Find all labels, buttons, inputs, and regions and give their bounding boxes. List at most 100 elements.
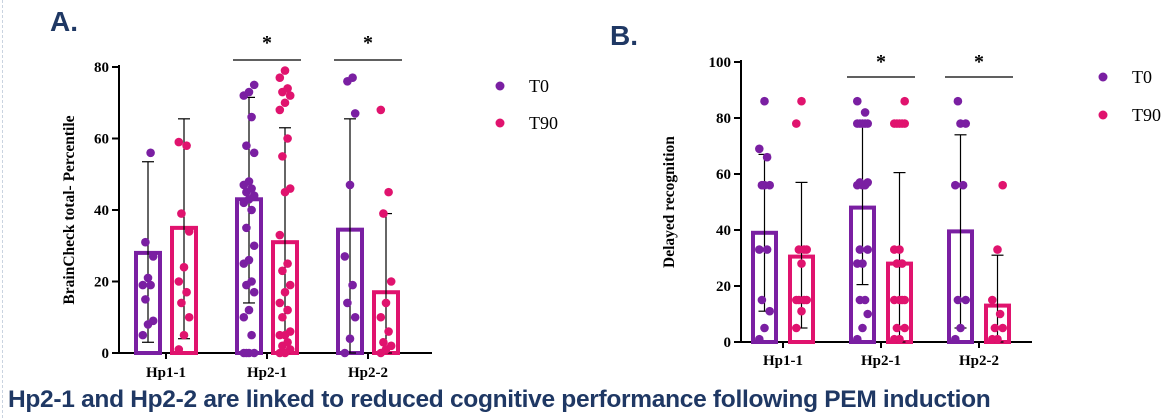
y-tick-label: 20 bbox=[716, 279, 731, 295]
legend-label-t90: T90 bbox=[529, 113, 558, 133]
significance-star: * bbox=[262, 32, 272, 54]
data-point-t90 bbox=[177, 209, 186, 218]
data-point-t90 bbox=[897, 259, 907, 268]
figure-frame-line bbox=[2, 0, 3, 418]
data-point-t0 bbox=[247, 112, 256, 122]
data-point-t0 bbox=[853, 96, 862, 106]
category-label-hp2-2: Hp2-2 bbox=[959, 353, 999, 369]
data-point-t0 bbox=[247, 205, 256, 215]
data-point-t90 bbox=[900, 295, 909, 305]
significance-star: * bbox=[974, 51, 984, 73]
data-point-t0 bbox=[951, 180, 960, 190]
data-point-t90 bbox=[386, 277, 396, 286]
data-point-t0 bbox=[249, 348, 259, 358]
data-point-t90 bbox=[993, 334, 1002, 344]
data-point-t0 bbox=[348, 73, 357, 83]
data-point-t90 bbox=[285, 327, 295, 336]
data-point-t90 bbox=[995, 309, 1005, 319]
data-point-t0 bbox=[855, 119, 865, 128]
data-point-t0 bbox=[141, 295, 150, 304]
legend-label-t0: T0 bbox=[529, 76, 549, 96]
data-point-t0 bbox=[138, 330, 148, 340]
data-point-t0 bbox=[863, 119, 872, 128]
data-point-t0 bbox=[242, 223, 251, 233]
data-point-t90 bbox=[174, 137, 184, 147]
data-point-t90 bbox=[376, 105, 386, 115]
y-tick-label: 0 bbox=[102, 346, 110, 362]
data-point-t90 bbox=[283, 84, 292, 93]
y-axis-label: BrainCheck total- Percentile bbox=[61, 115, 78, 304]
legend-marker-t90 bbox=[495, 118, 505, 128]
data-point-t90 bbox=[285, 280, 295, 290]
data-point-t90 bbox=[792, 323, 801, 333]
data-point-t0 bbox=[143, 273, 153, 283]
data-point-t0 bbox=[757, 295, 767, 305]
legend-marker-t0 bbox=[495, 81, 505, 91]
data-point-t90 bbox=[278, 312, 287, 322]
data-point-t90 bbox=[797, 96, 806, 106]
data-point-t0 bbox=[858, 323, 867, 333]
y-tick-label: 0 bbox=[724, 335, 732, 351]
data-point-t90 bbox=[384, 187, 393, 197]
data-point-t0 bbox=[247, 330, 256, 340]
y-tick-label: 40 bbox=[94, 203, 109, 219]
data-point-t0 bbox=[956, 323, 965, 333]
data-point-t90 bbox=[376, 312, 386, 322]
data-point-t90 bbox=[275, 230, 285, 240]
data-point-t90 bbox=[900, 96, 909, 106]
data-point-t0 bbox=[855, 178, 865, 187]
data-point-t90 bbox=[278, 266, 287, 276]
data-point-t90 bbox=[990, 323, 1000, 333]
data-point-t0 bbox=[760, 96, 769, 106]
data-point-t0 bbox=[755, 245, 764, 254]
data-point-t90 bbox=[379, 209, 388, 218]
data-point-t90 bbox=[998, 180, 1007, 190]
y-axis-label: Delayed recognition bbox=[661, 136, 678, 268]
data-point-t90 bbox=[184, 312, 194, 322]
data-point-t0 bbox=[340, 252, 350, 261]
data-point-t0 bbox=[242, 348, 251, 358]
data-point-t0 bbox=[138, 280, 148, 290]
data-point-t90 bbox=[892, 323, 902, 333]
data-point-t0 bbox=[345, 334, 355, 344]
data-point-t0 bbox=[141, 237, 150, 247]
data-point-t0 bbox=[247, 184, 256, 193]
y-tick-label: 100 bbox=[709, 55, 732, 71]
data-point-t0 bbox=[961, 119, 970, 128]
data-point-t0 bbox=[249, 287, 259, 297]
data-point-t90 bbox=[179, 262, 189, 272]
category-label-hp1-1: Hp1-1 bbox=[146, 365, 186, 381]
figure-caption: Hp2-1 and Hp2-2 are linked to reduced co… bbox=[8, 386, 991, 413]
data-point-t90 bbox=[179, 330, 189, 340]
data-point-t0 bbox=[249, 241, 259, 251]
category-label-hp1-1: Hp1-1 bbox=[763, 353, 803, 369]
y-tick-label: 60 bbox=[716, 167, 731, 183]
data-point-t0 bbox=[348, 280, 357, 290]
data-point-t90 bbox=[278, 152, 287, 161]
data-point-t0 bbox=[863, 178, 872, 187]
data-point-t90 bbox=[283, 305, 292, 315]
legend-label-t0: T0 bbox=[1132, 67, 1152, 87]
data-point-t0 bbox=[350, 312, 360, 322]
data-point-t0 bbox=[951, 334, 960, 344]
data-point-t0 bbox=[244, 87, 254, 97]
significance-star: * bbox=[876, 51, 886, 73]
data-point-t0 bbox=[343, 298, 352, 308]
data-point-t0 bbox=[148, 252, 158, 261]
data-point-t90 bbox=[174, 277, 184, 286]
y-tick-label: 80 bbox=[716, 111, 731, 127]
panel-a-label: A. bbox=[50, 6, 78, 37]
y-tick-label: 40 bbox=[716, 223, 731, 239]
data-point-t0 bbox=[863, 309, 872, 319]
data-point-t90 bbox=[275, 298, 285, 308]
data-point-t0 bbox=[858, 259, 867, 268]
data-point-t90 bbox=[283, 134, 292, 143]
data-point-t90 bbox=[275, 73, 285, 83]
data-point-t90 bbox=[174, 345, 184, 354]
data-point-t90 bbox=[998, 323, 1007, 333]
data-point-t90 bbox=[799, 295, 809, 305]
chart-a: 0 20 40 60 80 BrainCheck total- Percentile Hp1… bbox=[61, 32, 558, 381]
data-point-t90 bbox=[285, 184, 295, 193]
data-point-t0 bbox=[853, 334, 862, 344]
data-point-t0 bbox=[762, 245, 772, 254]
